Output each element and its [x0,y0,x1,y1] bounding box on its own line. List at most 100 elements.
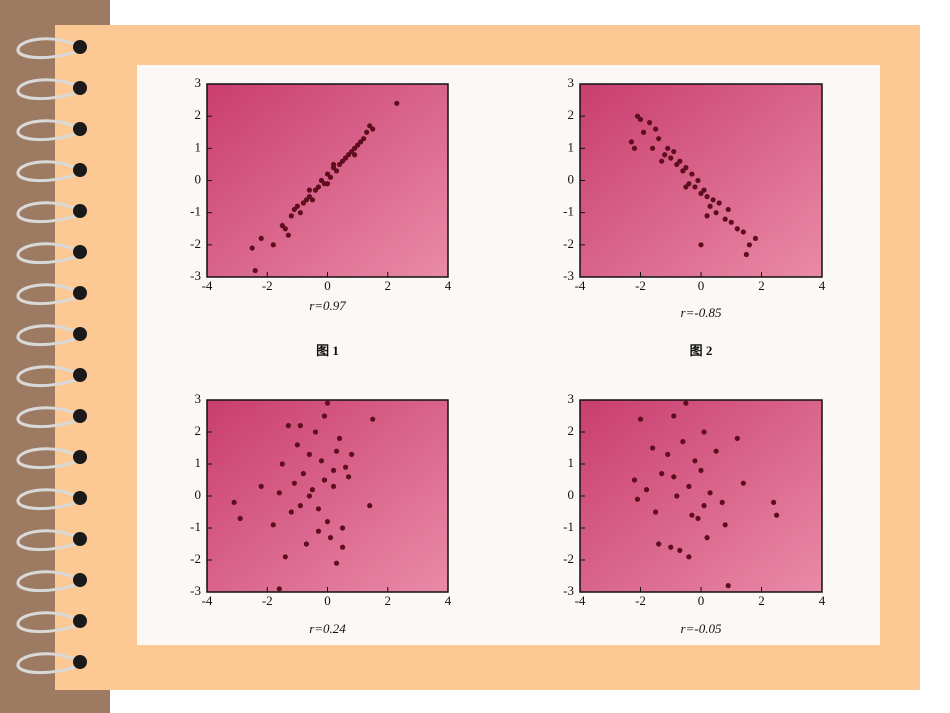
point [291,480,297,486]
ring [16,406,81,429]
spiral-binding [16,37,87,675]
y-tick-label: 2 [568,423,575,438]
point [349,451,355,457]
point [631,145,638,151]
point [631,477,638,483]
x-tick-label: 0 [324,593,331,608]
point [662,152,668,158]
point [303,541,310,547]
ring [16,160,81,183]
y-tick-label: 0 [195,171,202,186]
plot-area [206,83,449,278]
point [315,528,322,534]
x-tick-label: -4 [202,593,213,608]
point [345,474,352,480]
point [294,203,300,209]
point [306,493,313,499]
correlation-label: r=0.97 [309,298,346,313]
point [740,229,746,235]
point [704,193,710,200]
ring-hole [73,368,87,382]
point [237,515,243,522]
point [683,165,689,171]
point [734,435,740,441]
x-tick-label: 2 [385,593,392,608]
ring [16,37,81,60]
ring-hole [73,655,87,669]
y-tick-label: 2 [195,423,202,438]
y-tick-label: 0 [195,487,202,502]
point [707,490,713,496]
point [686,483,692,489]
ring [16,324,81,347]
ring-hole [73,286,87,300]
point [231,499,237,505]
point [297,423,303,429]
ring [16,488,81,511]
y-tick-label: 0 [568,171,575,186]
point [668,155,674,161]
point [252,267,258,274]
y-tick-label: 1 [568,139,575,154]
point [370,416,376,422]
x-tick-label: -2 [262,593,273,608]
y-tick-label: 2 [195,107,202,122]
point [339,525,346,531]
point [249,245,255,251]
point [637,116,644,122]
ring-hole [73,491,87,505]
point [306,187,313,193]
point [671,474,677,480]
correlation-label: r=-0.05 [681,621,722,636]
point [330,161,337,168]
y-tick-label: -1 [190,204,201,219]
x-tick-label: -4 [575,278,586,293]
point [321,413,328,419]
y-tick-label: 3 [195,391,202,406]
point [270,522,276,528]
x-tick-label: 2 [758,593,765,608]
y-tick-label: -2 [563,236,574,251]
y-tick-label: 2 [568,107,575,122]
point [361,136,367,142]
point [671,148,677,155]
y-tick-label: -2 [190,236,201,251]
point [333,168,340,174]
ring [16,283,81,306]
x-tick-label: 0 [698,278,705,293]
point [342,464,349,470]
y-tick-label: -2 [563,551,574,566]
point [656,541,662,547]
ring-hole [73,573,87,587]
point [646,120,653,126]
x-tick-label: 4 [819,593,826,608]
ring [16,119,81,142]
point [722,522,728,528]
point [333,448,340,454]
y-tick-label: -1 [190,519,201,534]
point [665,451,671,457]
point [713,448,719,454]
ring-hole [73,122,87,136]
plot-area [579,399,823,593]
point [701,429,707,435]
point [300,471,306,477]
y-tick-label: -3 [190,268,201,283]
point [716,200,722,206]
point [677,158,683,164]
point [656,136,662,142]
point [683,184,689,190]
point [728,219,734,225]
x-tick-label: 2 [385,278,392,293]
point [707,203,713,209]
point [671,413,677,419]
point [683,400,689,406]
point [258,483,264,489]
y-tick-label: 1 [195,139,202,154]
ring-hole [73,450,87,464]
y-tick-label: -3 [563,583,574,598]
point [364,129,370,135]
point [324,400,331,406]
point [653,126,659,132]
